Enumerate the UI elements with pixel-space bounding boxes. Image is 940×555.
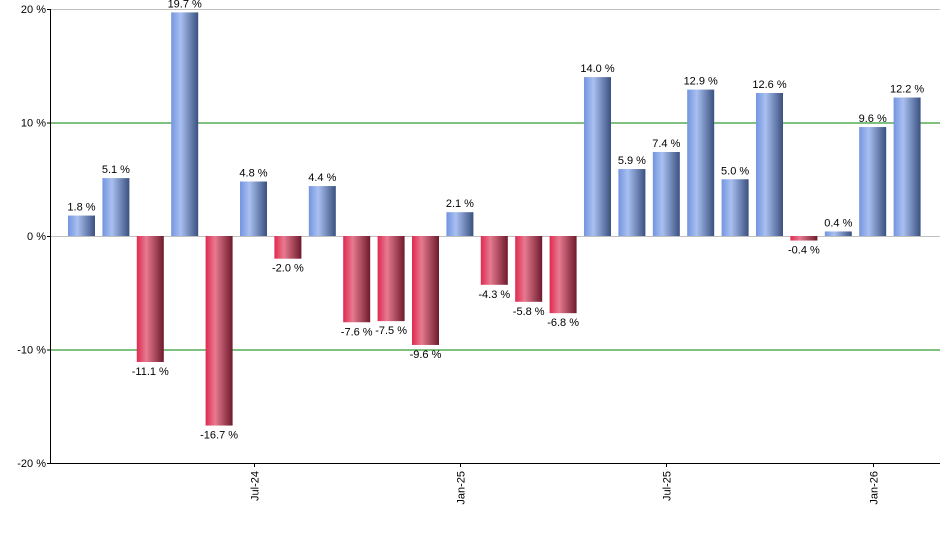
data-label: -16.7 % — [200, 430, 238, 442]
bar — [584, 77, 611, 236]
bar — [721, 179, 749, 236]
data-label: -2.0 % — [272, 263, 304, 275]
bar — [102, 178, 130, 236]
bar — [136, 236, 164, 362]
data-label: 5.1 % — [102, 164, 130, 176]
x-tick-label: Jan-25 — [456, 471, 468, 505]
y-tick-label: 0 % — [27, 231, 46, 243]
data-label: -7.6 % — [341, 326, 373, 338]
bar — [343, 236, 371, 323]
data-label: -9.6 % — [410, 349, 442, 361]
bar — [308, 186, 336, 236]
data-label: 4.8 % — [239, 168, 267, 180]
y-tick-label: -10 % — [17, 345, 46, 357]
bar — [205, 236, 233, 426]
x-tick-label: Jul-24 — [250, 471, 262, 501]
bar — [515, 236, 543, 302]
data-label: -5.8 % — [513, 306, 545, 318]
bar — [618, 169, 646, 236]
data-label: 9.6 % — [859, 113, 887, 125]
bar — [446, 212, 474, 236]
data-label: 12.6 % — [752, 79, 786, 91]
data-label: 0.4 % — [824, 217, 852, 229]
data-label: -11.1 % — [132, 366, 169, 378]
data-label: 5.9 % — [618, 155, 646, 167]
data-label: -4.3 % — [478, 289, 510, 301]
y-tick-label: 10 % — [21, 118, 46, 130]
data-label: -6.8 % — [547, 317, 579, 329]
bar — [652, 152, 680, 236]
bar — [377, 236, 405, 322]
data-label: 14.0 % — [580, 63, 614, 75]
bar — [412, 236, 439, 345]
bar — [480, 236, 508, 285]
bar — [790, 236, 818, 241]
bar — [824, 231, 852, 236]
x-tick-label: Jul-25 — [662, 471, 674, 501]
bar — [756, 92, 783, 237]
data-label: 4.4 % — [308, 172, 336, 184]
bar — [171, 12, 199, 237]
bar — [549, 236, 577, 314]
bar — [240, 181, 267, 236]
y-tick-label: 20 % — [21, 4, 46, 16]
x-tick-label: Jan-26 — [869, 471, 881, 505]
data-label: 1.8 % — [67, 202, 95, 214]
data-label: 19.7 % — [168, 0, 202, 10]
bar — [893, 97, 921, 236]
bar — [274, 236, 302, 259]
bar — [859, 127, 887, 236]
data-label: 2.1 % — [446, 198, 474, 210]
data-label: -0.4 % — [788, 245, 820, 257]
bar — [687, 89, 715, 237]
data-label: 7.4 % — [652, 138, 680, 150]
y-tick-label: -20 % — [17, 458, 46, 470]
bar — [68, 215, 95, 236]
data-label: 12.9 % — [684, 76, 718, 88]
data-label: 12.2 % — [890, 84, 924, 96]
data-label: 5.0 % — [721, 165, 749, 177]
data-label: -7.5 % — [375, 325, 407, 337]
